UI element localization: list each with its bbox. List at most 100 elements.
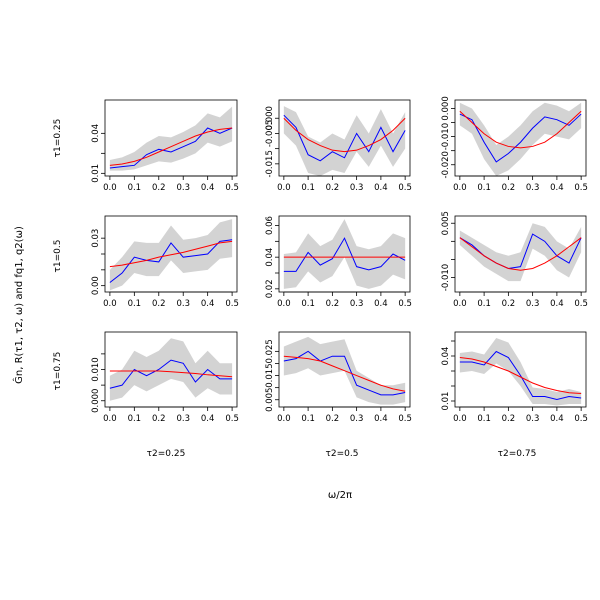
confidence-band bbox=[283, 106, 406, 176]
column-label-3: τ2=0.75 bbox=[498, 449, 537, 459]
x-tick-label: 0.1 bbox=[477, 299, 491, 309]
panel-3-1: 0.0 0.1 0.2 0.3 0.4 0.5 0.000 0.010 bbox=[91, 331, 239, 424]
y-tick-label: 0.010 bbox=[91, 357, 101, 381]
confidence-band bbox=[459, 102, 582, 176]
x-tick-label: 0.2 bbox=[502, 414, 516, 424]
true-line bbox=[109, 370, 233, 378]
x-tick-label: 0.3 bbox=[526, 299, 540, 309]
x-tick-label: 0.3 bbox=[176, 183, 190, 193]
x-tick-label: 0.0 bbox=[103, 299, 117, 309]
y-tick-label: -0.010 bbox=[441, 264, 451, 291]
y-tick-label: 0.000 bbox=[91, 389, 101, 413]
x-tick-label: 0.1 bbox=[128, 183, 142, 193]
x-tick-label: 0.5 bbox=[225, 299, 239, 309]
x-tick-label: 0.1 bbox=[301, 414, 315, 424]
x-tick-label: 0.4 bbox=[374, 299, 388, 309]
y-tick-label: -0.010 bbox=[441, 123, 451, 150]
x-tick-label: 0.5 bbox=[574, 183, 588, 193]
true-line bbox=[459, 357, 582, 394]
x-tick-label: 0.0 bbox=[277, 183, 291, 193]
x-tick-label: 0.5 bbox=[398, 299, 412, 309]
x-tick-label: 0.1 bbox=[128, 299, 142, 309]
x-tick-label: 0.0 bbox=[453, 299, 467, 309]
row-label-1: τ1=0.25 bbox=[53, 119, 63, 158]
y-tick-label: 0.025 bbox=[265, 339, 275, 363]
x-tick-label: 0.3 bbox=[526, 414, 540, 424]
true-line bbox=[109, 127, 233, 166]
x-tick-label: 0.4 bbox=[201, 414, 215, 424]
confidence-band bbox=[459, 223, 582, 282]
true-line bbox=[459, 237, 582, 271]
x-tick-label: 0.0 bbox=[277, 299, 291, 309]
x-tick-label: 0.2 bbox=[152, 183, 166, 193]
x-tick-label: 0.3 bbox=[526, 183, 540, 193]
y-tick-label: 0.000 bbox=[265, 106, 275, 130]
panel-1-3: 0.0 0.1 0.2 0.3 0.4 0.5 -0.020-0.010 0.000 bbox=[441, 96, 588, 193]
x-tick-label: 0.1 bbox=[477, 183, 491, 193]
confidence-band bbox=[109, 106, 233, 171]
x-tick-label: 0.4 bbox=[374, 183, 388, 193]
y-tick-label: 0.00 bbox=[91, 276, 101, 295]
y-tick-label: 0.02 bbox=[265, 279, 275, 298]
x-tick-label: 0.5 bbox=[398, 414, 412, 424]
y-axis-label: Ĝn, R(τ1, τ2, ω) and fq1, q2(ω) bbox=[12, 226, 25, 384]
estimate-line bbox=[283, 114, 406, 162]
estimate-line bbox=[109, 127, 233, 169]
x-tick-label: 0.2 bbox=[326, 299, 340, 309]
x-tick-label: 0.1 bbox=[477, 414, 491, 424]
confidence-band bbox=[283, 219, 406, 289]
x-tick-label: 0.5 bbox=[398, 183, 412, 193]
global-y-label: Ĝn, R(τ1, τ2, ω) and fq1, q2(ω) bbox=[12, 226, 25, 384]
estimate-line bbox=[283, 237, 406, 272]
x-tick-label: 0.3 bbox=[350, 183, 364, 193]
estimate-line bbox=[109, 239, 233, 283]
x-tick-label: 0.0 bbox=[453, 183, 467, 193]
estimate-line bbox=[283, 350, 406, 396]
x-tick-label: 0.2 bbox=[502, 299, 516, 309]
x-tick-label: 0.0 bbox=[103, 183, 117, 193]
true-line bbox=[283, 355, 406, 392]
x-tick-label: 0.4 bbox=[201, 183, 215, 193]
y-tick-label: -0.020 bbox=[441, 151, 451, 178]
panel-1-1: 0.0 0.1 0.2 0.3 0.4 0.5 0.01 0.04 bbox=[91, 99, 239, 193]
x-tick-label: 0.5 bbox=[574, 299, 588, 309]
panel-grid: 0.0 0.1 0.2 0.3 0.4 0.50.010.040.0 0.1 0.2 0.3 0.… bbox=[91, 96, 588, 424]
y-tick-label: 0.03 bbox=[91, 229, 101, 248]
x-tick-label: 0.5 bbox=[225, 183, 239, 193]
x-tick-label: 0.2 bbox=[326, 183, 340, 193]
x-tick-label: 0.3 bbox=[350, 414, 364, 424]
panel-2-1: 0.0 0.1 0.2 0.3 0.4 0.5 0.00 0.03 bbox=[91, 215, 239, 309]
y-tick-label: 0.005 bbox=[265, 388, 275, 412]
x-tick-label: 0.2 bbox=[502, 183, 516, 193]
y-tick-label: 0.01 bbox=[91, 164, 101, 183]
column-label-1: τ2=0.25 bbox=[147, 449, 186, 459]
y-tick-label: 0.04 bbox=[441, 347, 451, 366]
x-tick-label: 0.3 bbox=[176, 299, 190, 309]
y-tick-label: 0.04 bbox=[91, 124, 101, 143]
y-tick-label: 0.06 bbox=[265, 216, 275, 235]
x-tick-label: 0.3 bbox=[176, 414, 190, 424]
x-tick-label: 0.5 bbox=[225, 414, 239, 424]
estimate-line bbox=[459, 113, 582, 163]
x-axis-label: ω/2π bbox=[328, 490, 352, 501]
y-tick-label: -0.005 bbox=[265, 120, 275, 147]
y-tick-label: 0.005 bbox=[441, 211, 451, 235]
x-tick-label: 0.2 bbox=[152, 414, 166, 424]
y-tick-label: -0.015 bbox=[265, 150, 275, 177]
row-label-2: τ1=0.5 bbox=[53, 240, 63, 273]
x-tick-label: 0.0 bbox=[277, 414, 291, 424]
x-tick-label: 0.3 bbox=[350, 299, 364, 309]
y-tick-label: 0.000 bbox=[441, 96, 451, 120]
x-tick-label: 0.5 bbox=[574, 414, 588, 424]
x-tick-label: 0.4 bbox=[550, 183, 564, 193]
true-line bbox=[109, 240, 233, 268]
x-tick-label: 0.1 bbox=[128, 414, 142, 424]
panel-2-3: 0.0 0.1 0.2 0.3 0.4 0.5 -0.010 0.005 bbox=[441, 211, 588, 309]
estimate-line bbox=[459, 350, 582, 401]
true-line bbox=[283, 117, 406, 153]
estimate-line bbox=[109, 359, 233, 389]
confidence-band bbox=[459, 338, 582, 406]
